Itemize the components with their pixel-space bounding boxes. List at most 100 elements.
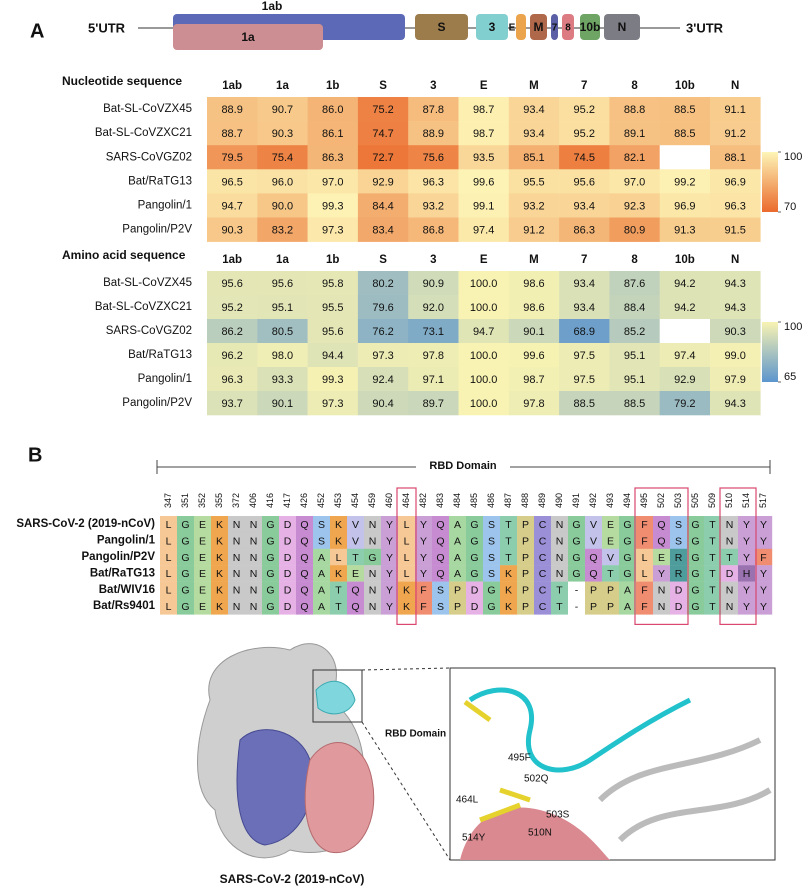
residue-cell	[211, 565, 229, 582]
heatmap-cell	[659, 193, 711, 218]
residue-cell	[483, 516, 501, 533]
residue: Y	[658, 568, 665, 580]
heatmap-cell	[357, 169, 409, 194]
residue: L	[404, 535, 410, 547]
residue-cell	[534, 581, 552, 599]
residue: H	[743, 568, 751, 580]
residue-cell	[194, 548, 212, 566]
column-header: 1b	[326, 254, 339, 266]
heatmap-cell	[458, 319, 510, 344]
residue-cell	[279, 598, 297, 615]
heatmap-cell	[710, 319, 761, 344]
column-header: 1ab	[222, 254, 242, 266]
residue-cell	[500, 598, 518, 615]
cell-label: 94.7	[221, 200, 242, 212]
cell-label: 96.9	[674, 200, 695, 212]
column-header: N	[731, 254, 739, 266]
cell-label: 97.1	[423, 374, 444, 386]
heatmap-cell	[458, 193, 510, 218]
residue-cell	[262, 516, 280, 533]
residue-cell	[551, 532, 569, 549]
heatmap-cell	[257, 169, 308, 194]
cell-label: 87.8	[423, 104, 444, 116]
residue-cell	[534, 565, 552, 582]
heatmap-cell	[710, 193, 761, 218]
cell-label: 95.1	[624, 374, 645, 386]
residue-cell	[211, 548, 229, 566]
row-label: Pangolin/1	[138, 373, 192, 385]
residue-cell	[313, 532, 331, 549]
gene-label: E	[509, 23, 516, 34]
cell-label: 80.2	[372, 278, 393, 290]
heatmap-cell	[710, 343, 761, 368]
residue-cell	[415, 598, 433, 615]
heatmap-cell	[458, 343, 510, 368]
cell-label: 92.3	[624, 200, 645, 212]
residue: A	[318, 568, 325, 580]
position-label: 517	[758, 493, 768, 508]
inset-cyan	[468, 687, 692, 773]
cell-label: 84.4	[372, 200, 393, 212]
residue: S	[318, 535, 325, 547]
heatmap-cell	[458, 271, 510, 296]
residue: L	[166, 519, 172, 531]
residue-cell	[381, 548, 399, 566]
cell-label: 95.5	[322, 302, 343, 314]
residue-cell	[160, 516, 178, 533]
residue-cell	[245, 516, 263, 533]
heatmap-cell	[207, 367, 258, 392]
residue-cell	[738, 598, 756, 615]
residue: T	[726, 552, 733, 564]
residue-cell	[160, 581, 178, 599]
heatmap-cell	[458, 391, 510, 416]
heatmap-cell	[458, 145, 510, 170]
residue-cell	[602, 516, 620, 533]
residue: C	[539, 535, 547, 547]
residue: N	[369, 601, 377, 613]
residue-cell	[415, 516, 433, 533]
residue-cell	[517, 598, 535, 615]
residue-cell	[466, 581, 484, 599]
residue: Y	[386, 601, 393, 613]
cell-label: 99.3	[322, 200, 343, 212]
heatmap-cell	[609, 271, 660, 296]
residue: N	[556, 568, 564, 580]
residue: A	[624, 601, 631, 613]
residue: G	[470, 535, 478, 547]
residue: N	[658, 585, 666, 597]
cell-label: 90.3	[272, 128, 293, 140]
residue-cell	[602, 565, 620, 582]
residue: N	[369, 585, 377, 597]
residue-cell	[670, 548, 688, 566]
residue: G	[470, 519, 478, 531]
residue-cell	[687, 565, 705, 582]
zoom-line	[361, 667, 451, 671]
residue: S	[675, 535, 682, 547]
cell-label: 99.6	[473, 176, 494, 188]
cell-label: 95.1	[272, 302, 293, 314]
heatmap-cell	[257, 121, 308, 146]
residue-cell	[262, 565, 280, 582]
cell-label: 93.4	[574, 278, 595, 290]
residue-cell	[483, 598, 501, 615]
residue: Y	[420, 552, 427, 564]
residue: L	[404, 552, 410, 564]
residue-cell	[670, 516, 688, 533]
residue: N	[369, 568, 377, 580]
residue-cell	[636, 581, 654, 599]
residue: N	[556, 552, 564, 564]
cell-label: 91.2	[523, 224, 544, 236]
residue: K	[216, 585, 223, 597]
position-label: 509	[707, 493, 717, 508]
cell-label: 98.0	[272, 350, 293, 362]
residue: N	[726, 519, 734, 531]
heatmap-cell	[659, 145, 711, 170]
cell-label: 94.3	[724, 278, 745, 290]
position-label: 494	[622, 493, 632, 508]
cell-label: 83.4	[372, 224, 393, 236]
residue-cell	[500, 581, 518, 599]
residue: P	[607, 601, 614, 613]
residue-cell	[483, 548, 501, 566]
residue: E	[199, 585, 206, 597]
residue: Y	[760, 585, 767, 597]
